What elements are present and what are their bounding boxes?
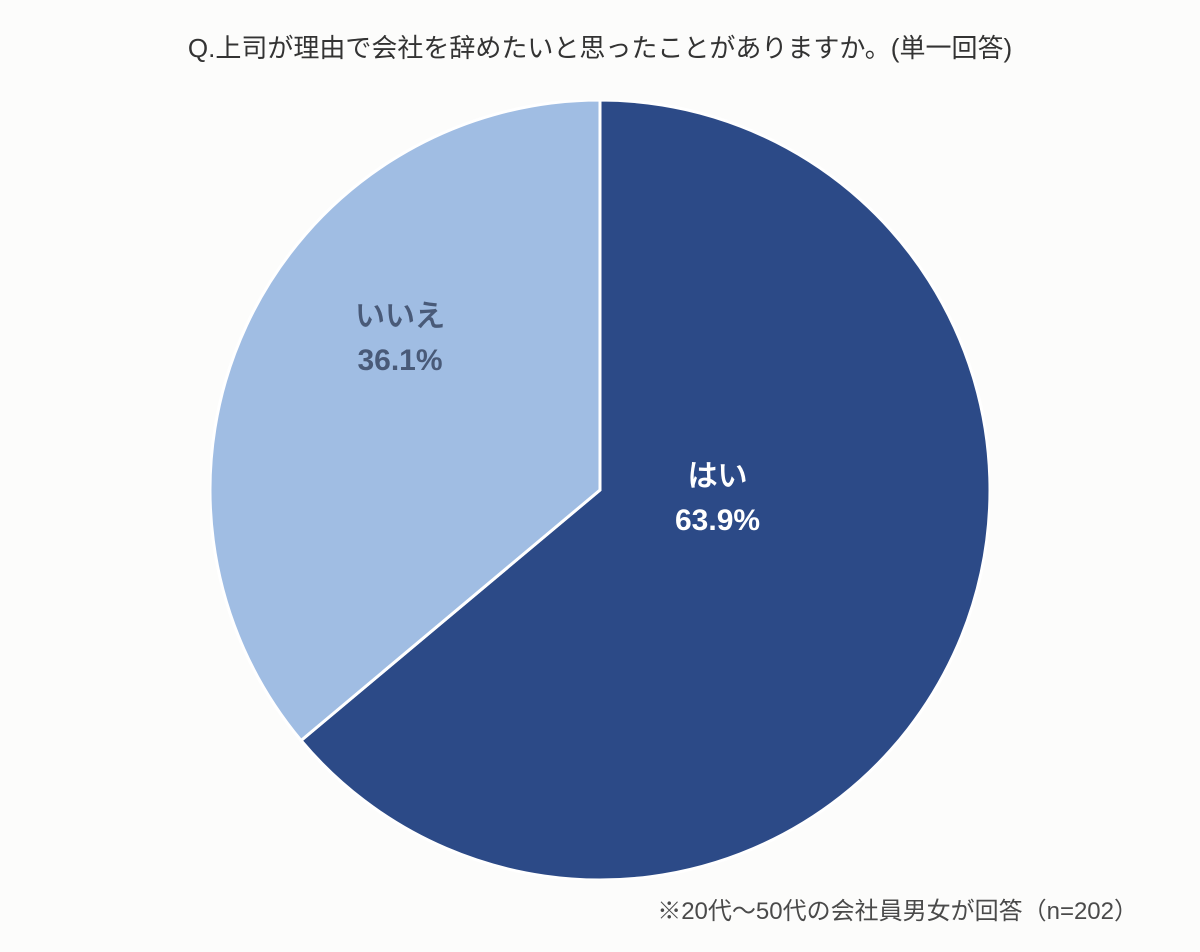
chart-title: Q.上司が理由で会社を辞めたいと思ったことがありますか。(単一回答) <box>188 28 1012 65</box>
slice-label-yes: はい 63.9% <box>675 455 760 542</box>
slice-name-yes: はい <box>688 460 748 493</box>
pie-chart: はい 63.9% いいえ 36.1% <box>210 100 990 880</box>
pie-svg <box>210 100 990 880</box>
slice-name-no: いいえ <box>355 300 445 333</box>
slice-percent-yes: 63.9% <box>675 504 760 537</box>
slice-percent-no: 36.1% <box>357 344 442 377</box>
slice-label-no: いいえ 36.1% <box>355 295 445 382</box>
chart-footnote: ※20代～50代の会社員男女が回答（n=202） <box>657 891 1138 926</box>
